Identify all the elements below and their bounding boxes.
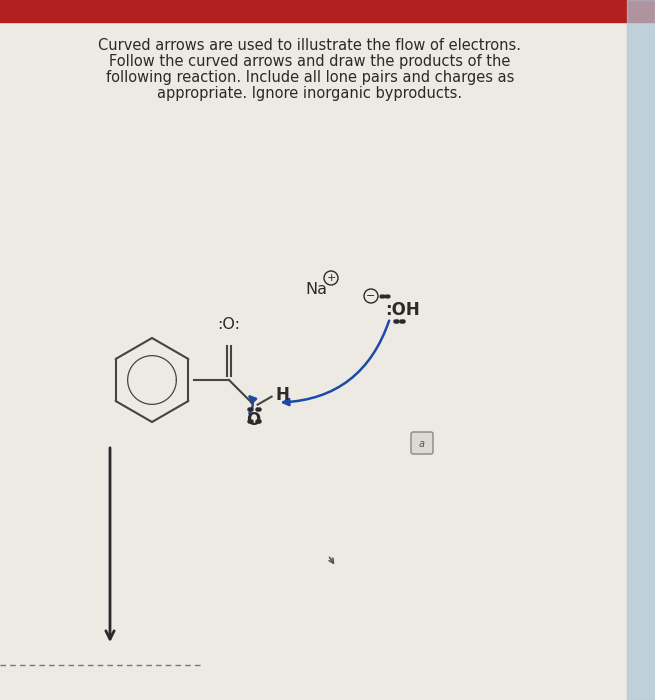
FancyArrowPatch shape bbox=[250, 396, 256, 414]
Text: following reaction. Include all lone pairs and charges as: following reaction. Include all lone pai… bbox=[106, 70, 514, 85]
Text: appropriate. Ignore inorganic byproducts.: appropriate. Ignore inorganic byproducts… bbox=[157, 86, 462, 101]
Bar bbox=[0, 0, 655, 22]
Text: a: a bbox=[419, 439, 425, 449]
Text: H: H bbox=[276, 386, 290, 404]
Text: O: O bbox=[246, 411, 261, 428]
FancyBboxPatch shape bbox=[411, 432, 433, 454]
Text: −: − bbox=[366, 291, 376, 301]
Text: +: + bbox=[326, 273, 335, 283]
Text: :OH: :OH bbox=[385, 301, 420, 319]
Text: :O:: :O: bbox=[217, 317, 240, 332]
Text: Curved arrows are used to illustrate the flow of electrons.: Curved arrows are used to illustrate the… bbox=[98, 38, 521, 53]
FancyArrowPatch shape bbox=[283, 321, 389, 405]
Bar bbox=[627, 0, 655, 700]
Text: Na: Na bbox=[305, 283, 327, 298]
Text: Follow the curved arrows and draw the products of the: Follow the curved arrows and draw the pr… bbox=[109, 54, 511, 69]
